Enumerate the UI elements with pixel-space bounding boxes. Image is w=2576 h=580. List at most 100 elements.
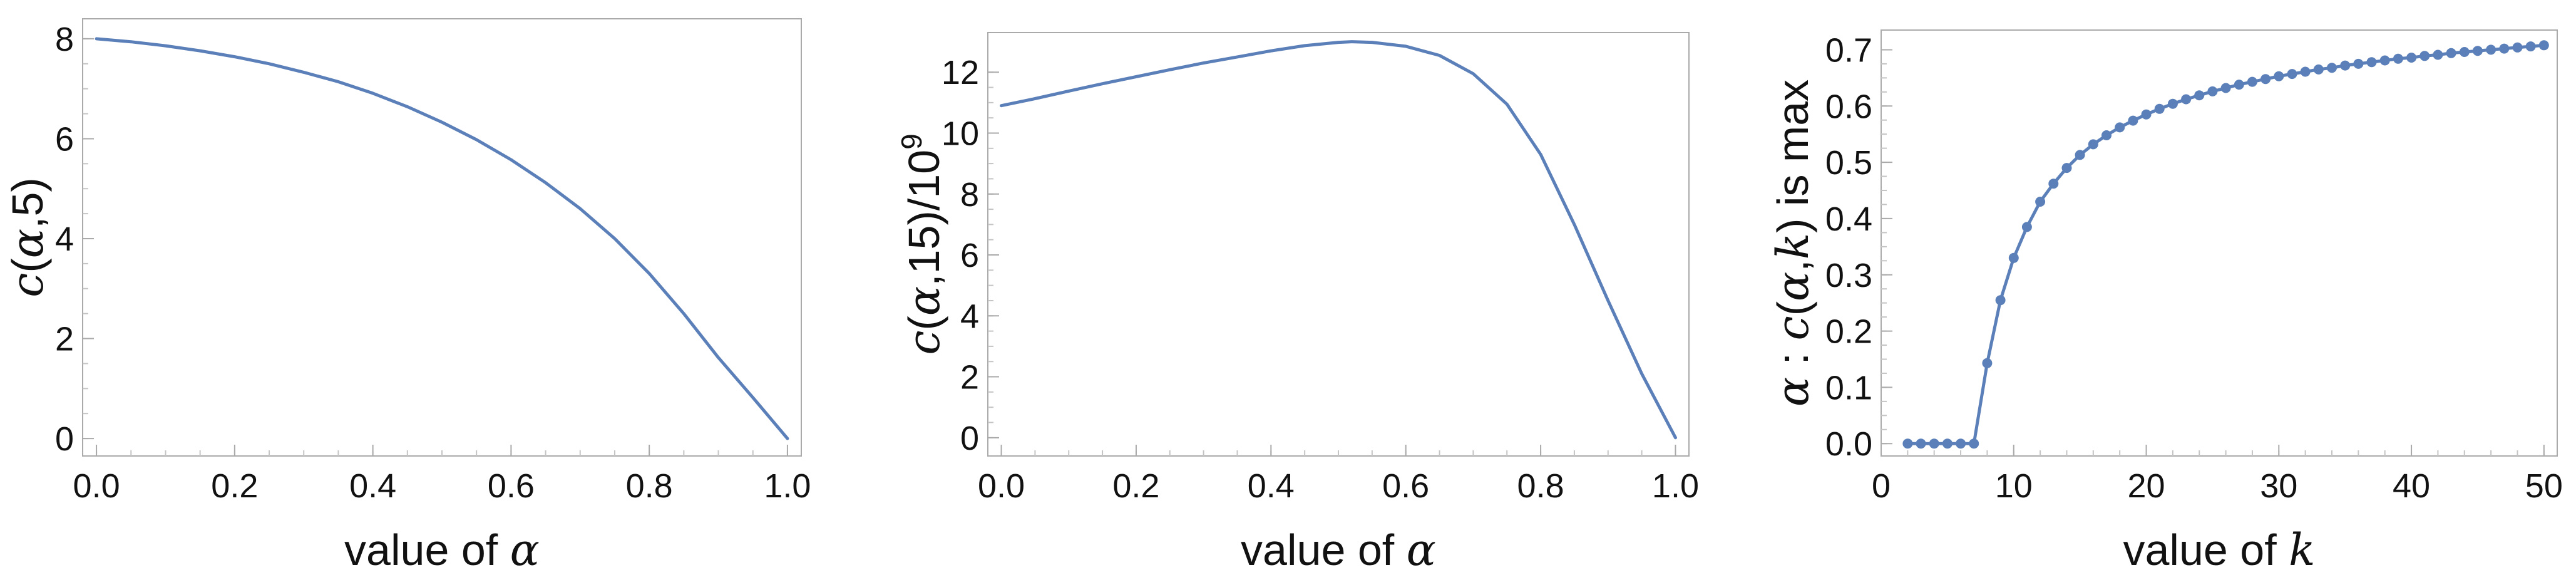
data-point xyxy=(2167,98,2178,109)
x-axis-label: value of α xyxy=(1241,524,1436,576)
y-tick-label: 12 xyxy=(942,54,979,91)
data-point xyxy=(2021,222,2032,232)
data-point xyxy=(2234,80,2244,90)
data-point xyxy=(2154,103,2165,114)
series-group xyxy=(1902,40,2549,449)
y-tick-label: 0.5 xyxy=(1825,144,1872,182)
y-tick-label: 0 xyxy=(55,420,74,458)
series-line xyxy=(1000,40,1677,440)
data-point xyxy=(1929,438,1939,449)
series-line xyxy=(95,37,789,440)
x-tick-label: 0.0 xyxy=(73,467,120,505)
x-tick-label: 1.0 xyxy=(764,467,811,505)
data-point xyxy=(1956,438,1966,449)
y-tick-label: 6 xyxy=(55,120,74,158)
data-point xyxy=(2061,163,2072,173)
tick-marks xyxy=(1881,49,2545,456)
x-tick-label: 0.6 xyxy=(1382,467,1429,505)
y-tick-labels: 0 2 4 6 8 xyxy=(55,21,74,458)
series-group xyxy=(1000,40,1677,440)
y-tick-label: 10 xyxy=(942,115,979,152)
y-tick-label: 4 xyxy=(960,298,979,335)
series-line xyxy=(1906,43,2546,445)
y-tick-label: 8 xyxy=(960,176,979,214)
x-tick-label: 1.0 xyxy=(1652,467,1699,505)
data-point xyxy=(2075,150,2085,160)
data-point xyxy=(2472,46,2483,56)
tick-marks xyxy=(988,71,1676,456)
data-point xyxy=(1916,438,1926,449)
data-point xyxy=(2141,109,2152,120)
data-point xyxy=(2446,48,2456,58)
data-point xyxy=(1995,295,2006,306)
data-point xyxy=(2366,57,2377,68)
data-point xyxy=(1942,438,1953,449)
y-axis-label: c(α,15)/109 xyxy=(895,133,950,355)
x-tick-label: 50 xyxy=(2525,467,2563,505)
data-point xyxy=(1982,358,1993,368)
data-point xyxy=(2433,49,2443,60)
x-tick-labels: 0.0 0.2 0.4 0.6 0.8 1.0 xyxy=(978,467,1699,505)
tick-marks xyxy=(83,38,788,456)
x-tick-label: 20 xyxy=(2127,467,2165,505)
x-tick-label: 0.8 xyxy=(626,467,673,505)
data-point xyxy=(2287,69,2297,80)
y-axis-label: α : c(α,k) is max xyxy=(1767,80,1819,407)
data-point xyxy=(2459,47,2470,57)
chart-panel-1: 0.0 0.2 0.4 0.6 0.8 1.0 0 2 4 6 8 value of α c(α,… xyxy=(2,18,811,576)
y-tick-label: 2 xyxy=(55,321,74,358)
y-tick-label: 2 xyxy=(960,359,979,396)
x-tick-label: 40 xyxy=(2393,467,2430,505)
x-tick-label: 0.0 xyxy=(978,467,1025,505)
y-tick-label: 0.4 xyxy=(1825,200,1872,238)
data-point xyxy=(2048,179,2059,189)
y-tick-labels: 0.0 0.1 0.2 0.3 0.4 0.5 0.6 0.7 xyxy=(1825,31,1872,463)
data-point xyxy=(2313,64,2324,75)
x-tick-label: 0.2 xyxy=(1112,467,1159,505)
x-tick-label: 0.8 xyxy=(1517,467,1564,505)
x-tick-label: 30 xyxy=(2260,467,2297,505)
y-tick-label: 0.2 xyxy=(1825,313,1872,351)
x-tick-labels: 0 10 20 30 40 50 xyxy=(1872,467,2563,505)
data-point xyxy=(2379,55,2390,66)
series-group xyxy=(95,37,789,440)
x-tick-label: 0 xyxy=(1872,467,1891,505)
x-tick-label: 0.4 xyxy=(349,467,396,505)
data-point xyxy=(2115,122,2125,133)
x-axis-label: value of α xyxy=(344,524,540,576)
data-point xyxy=(2486,44,2496,55)
data-point xyxy=(1902,438,1913,449)
x-tick-label: 0.2 xyxy=(211,467,258,505)
data-point xyxy=(2008,252,2019,263)
data-point xyxy=(2181,94,2192,105)
y-tick-label: 6 xyxy=(960,237,979,274)
x-tick-label: 0.4 xyxy=(1248,467,1295,505)
y-tick-labels: 0 2 4 6 8 10 12 xyxy=(942,54,979,457)
data-point xyxy=(2393,53,2403,64)
data-point xyxy=(2300,66,2311,77)
data-point xyxy=(2512,42,2523,53)
y-axis-label: c(α,5) xyxy=(2,177,53,298)
x-tick-label: 0.6 xyxy=(488,467,535,505)
data-point xyxy=(2274,71,2284,81)
plot-frame xyxy=(82,18,802,457)
data-point xyxy=(2499,43,2510,54)
y-tick-label: 0.6 xyxy=(1825,88,1872,125)
y-tick-label: 0.1 xyxy=(1825,369,1872,407)
data-point xyxy=(2247,76,2257,87)
data-point xyxy=(2088,139,2098,150)
data-point xyxy=(2035,197,2046,207)
data-point xyxy=(2340,60,2351,71)
data-point xyxy=(2525,41,2536,52)
data-point xyxy=(2353,58,2364,69)
data-point xyxy=(2128,115,2138,126)
data-point xyxy=(2101,130,2112,140)
data-point xyxy=(2220,83,2231,93)
y-tick-label: 0 xyxy=(960,420,979,457)
y-tick-label: 0.7 xyxy=(1825,31,1872,69)
data-point xyxy=(2406,53,2417,63)
y-tick-label: 0.0 xyxy=(1825,425,1872,463)
data-point xyxy=(2194,90,2205,101)
chart-panel-3: 0 10 20 30 40 50 0.0 0.1 0.2 0.3 0.4 0.5 0.6 0.7 val… xyxy=(1767,29,2563,576)
